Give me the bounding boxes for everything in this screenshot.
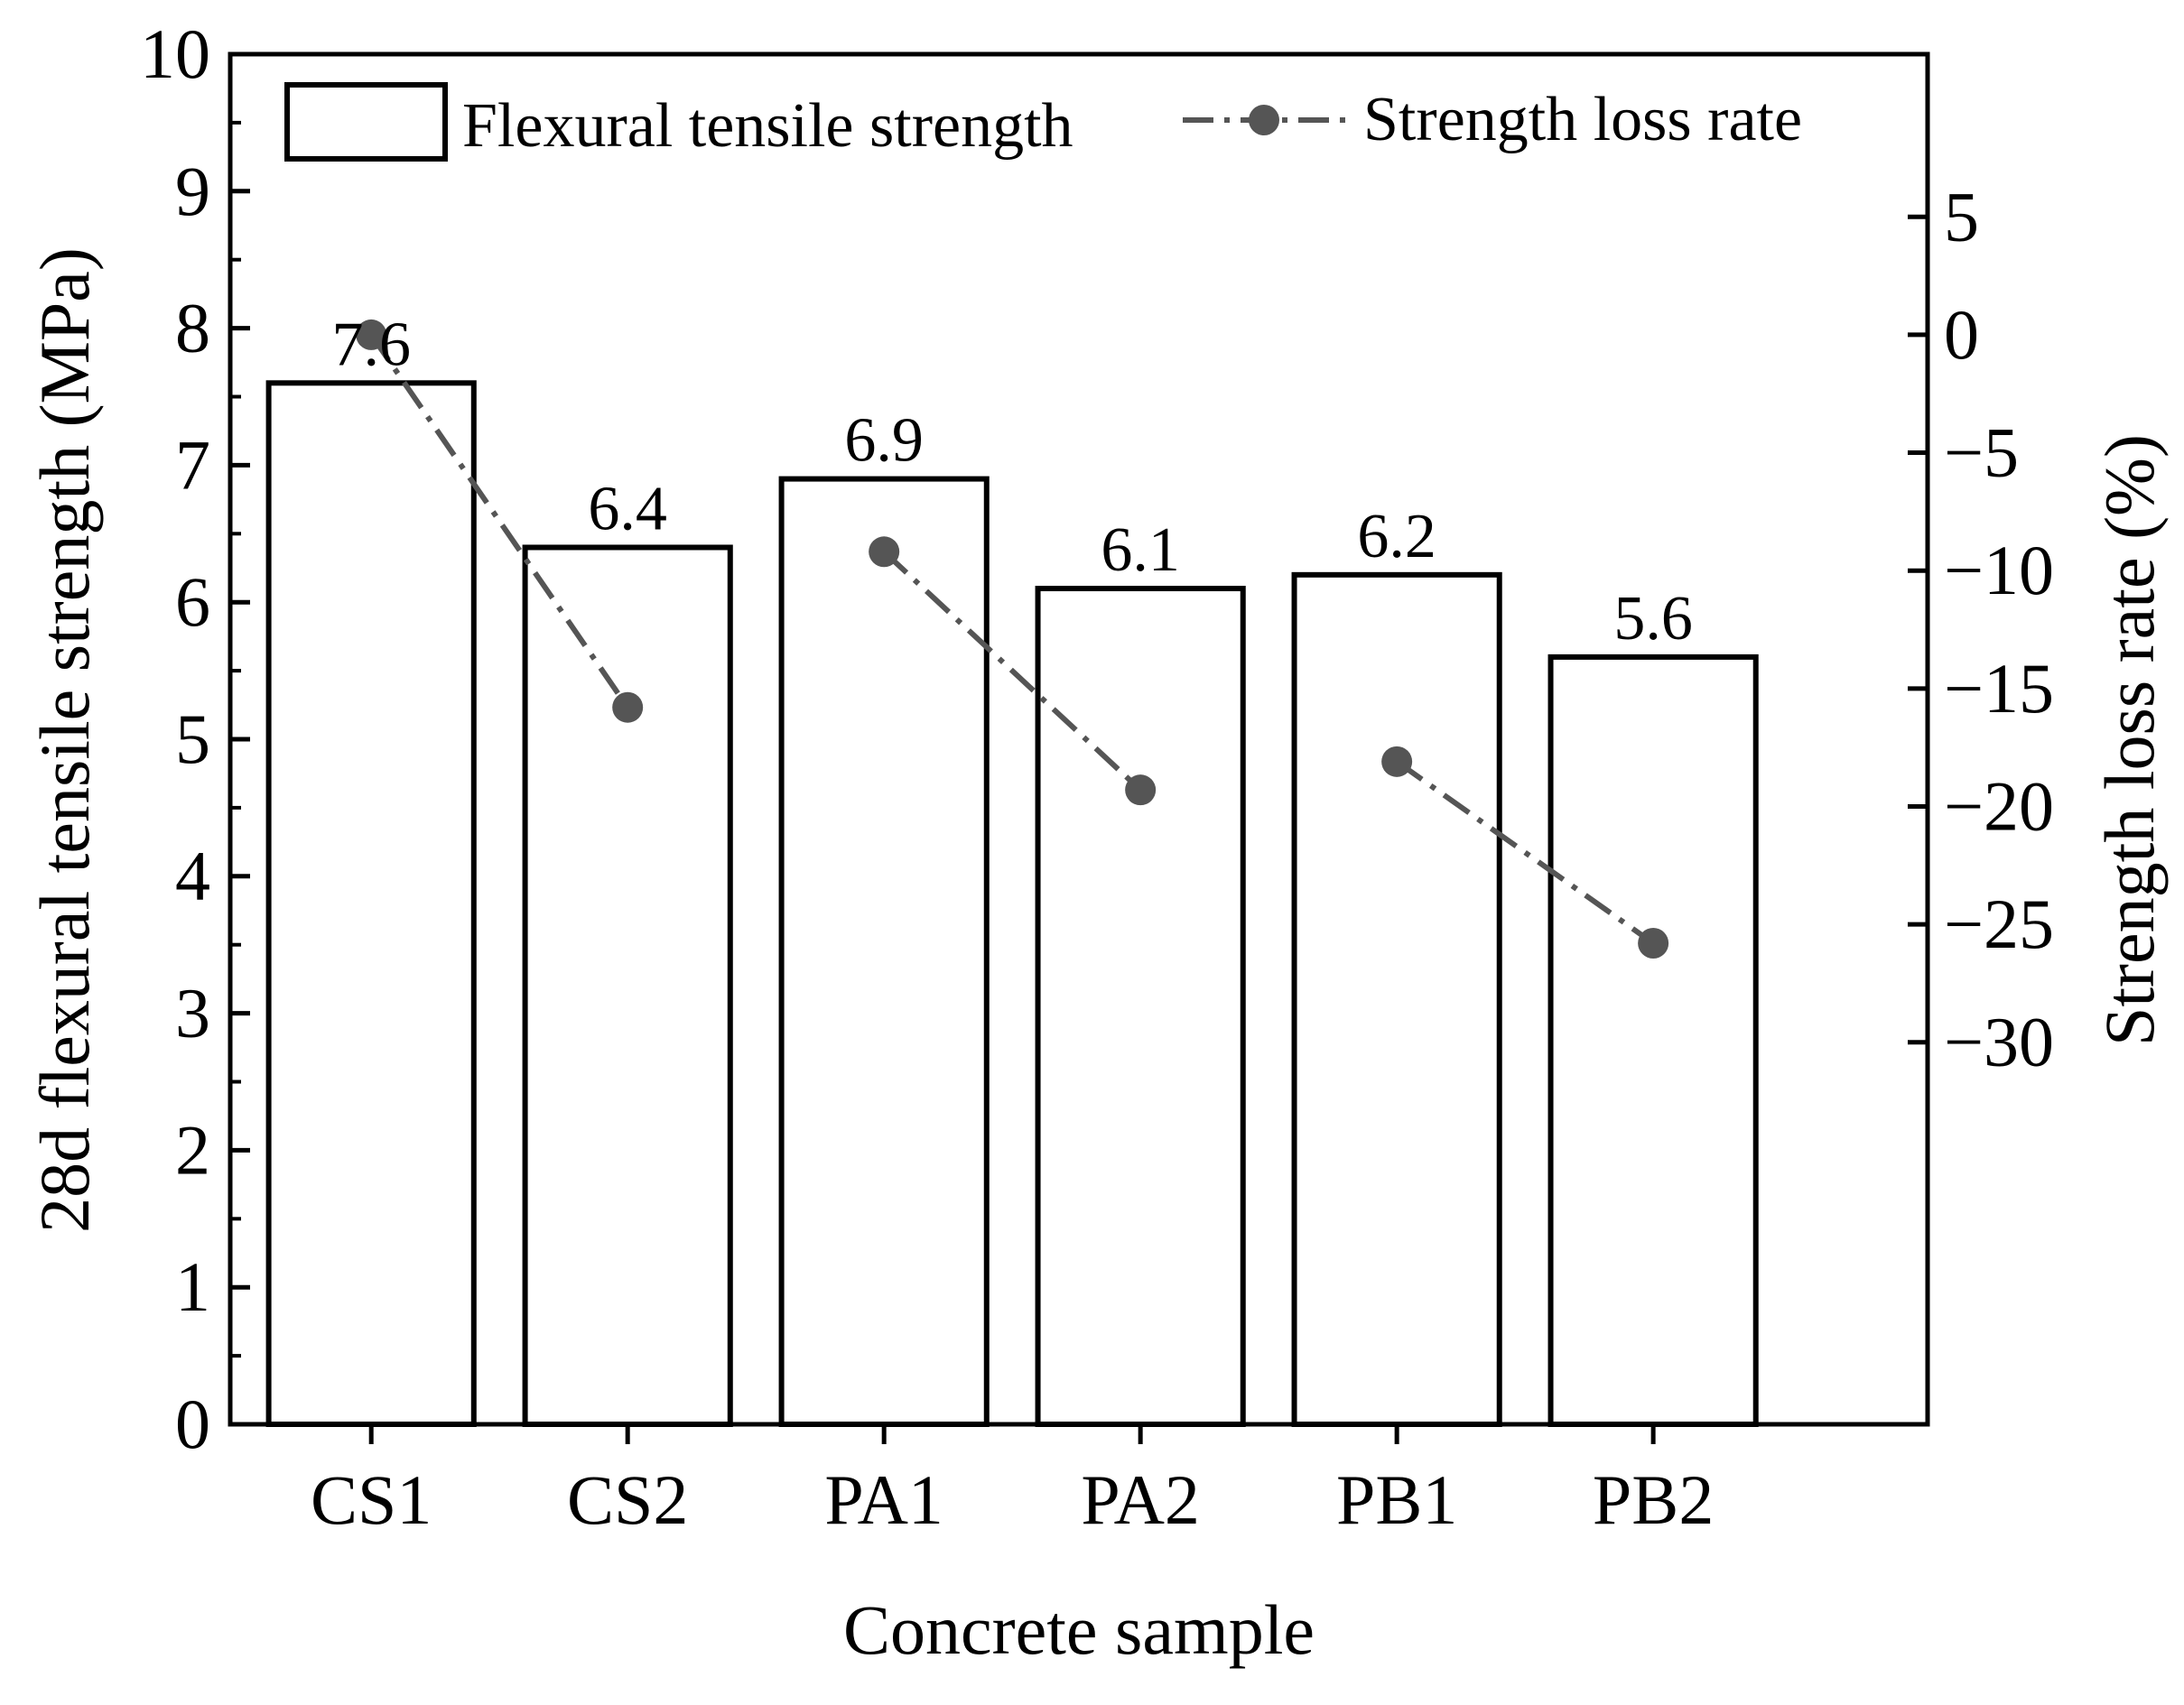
loss-line-segment-1 <box>368 333 630 709</box>
bar-CS1 <box>265 380 477 1428</box>
y-axis-title: 28d flexural tensile strength (MPa) <box>25 247 104 1233</box>
y-tick-label-10: 10 <box>140 14 210 93</box>
y2-tick-label-4: −15 <box>1944 649 2054 727</box>
loss-point-CS1 <box>356 319 387 350</box>
y-tick-label-5: 5 <box>175 700 210 778</box>
loss-line-segment-3 <box>1395 759 1655 946</box>
legend-line-marker <box>1249 105 1279 135</box>
y2-tick-label-1: 0 <box>1944 295 1979 374</box>
y-tick-label-0: 0 <box>175 1385 210 1463</box>
legend-line-label: Strength loss rate <box>1363 85 1802 154</box>
loss-point-CS2 <box>612 691 644 723</box>
y2-axis-title: Strength loss rate (%) <box>2090 434 2169 1046</box>
bar-PB2 <box>1547 653 1759 1427</box>
loss-point-PB2 <box>1638 928 1669 959</box>
y2-tick-label-5: −20 <box>1944 766 2054 845</box>
bar-PA1 <box>778 476 990 1428</box>
ticks-group <box>230 51 1928 1444</box>
x-tick-label-PB2: PB2 <box>1593 1460 1714 1539</box>
bars-group <box>265 380 1759 1428</box>
bar-value-label-PB1: 6.2 <box>1357 502 1436 571</box>
loss-point-PA2 <box>1125 774 1157 806</box>
labels-group: 7.6 6.4 6.9 6.1 6.2 5.6 0 1 2 3 4 5 6 7 8 9 10 5 0 −5 −10 −15… <box>140 14 2054 1539</box>
y-tick-label-7: 7 <box>175 425 210 504</box>
bar-value-label-PB2: 5.6 <box>1613 584 1693 653</box>
loss-point-PA1 <box>869 536 900 568</box>
y-tick-label-6: 6 <box>175 562 210 641</box>
legend-bar-label: Flexural tensile strength <box>462 91 1073 161</box>
y-tick-label-9: 9 <box>175 152 210 230</box>
loss-point-PB1 <box>1381 746 1413 777</box>
bar-PB1 <box>1291 571 1502 1427</box>
y2-tick-label-0: 5 <box>1944 177 1979 255</box>
x-tick-label-CS2: CS2 <box>567 1460 688 1539</box>
bar-value-label-PA2: 6.1 <box>1101 515 1180 585</box>
y-tick-label-8: 8 <box>175 289 210 367</box>
loss-line-group <box>356 319 1669 959</box>
bar-PA2 <box>1035 586 1246 1427</box>
bar-value-label-CS1: 7.6 <box>331 310 411 379</box>
bar-value-label-CS2: 6.4 <box>588 474 667 543</box>
loss-line-segment-2 <box>882 550 1143 792</box>
y2-tick-label-2: −5 <box>1944 413 2019 492</box>
y-tick-label-1: 1 <box>175 1247 210 1326</box>
bar-CS2 <box>522 544 733 1427</box>
x-tick-label-PA2: PA2 <box>1081 1460 1200 1539</box>
y-tick-label-4: 4 <box>175 837 210 915</box>
legend: Flexural tensile strength Strength loss … <box>284 82 1802 162</box>
y2-tick-label-7: −30 <box>1944 1003 2054 1081</box>
x-tick-label-PA1: PA1 <box>824 1460 943 1539</box>
legend-bar-swatch <box>284 82 448 162</box>
x-tick-label-PB1: PB1 <box>1336 1460 1457 1539</box>
bar-value-label-PA1: 6.9 <box>844 406 924 476</box>
y2-tick-label-6: −25 <box>1944 885 2054 963</box>
y-tick-label-2: 2 <box>175 1110 210 1189</box>
x-axis-title: Concrete sample <box>843 1590 1315 1669</box>
y-tick-label-3: 3 <box>175 974 210 1052</box>
y2-tick-label-3: −10 <box>1944 531 2054 609</box>
x-tick-label-CS1: CS1 <box>311 1460 432 1539</box>
